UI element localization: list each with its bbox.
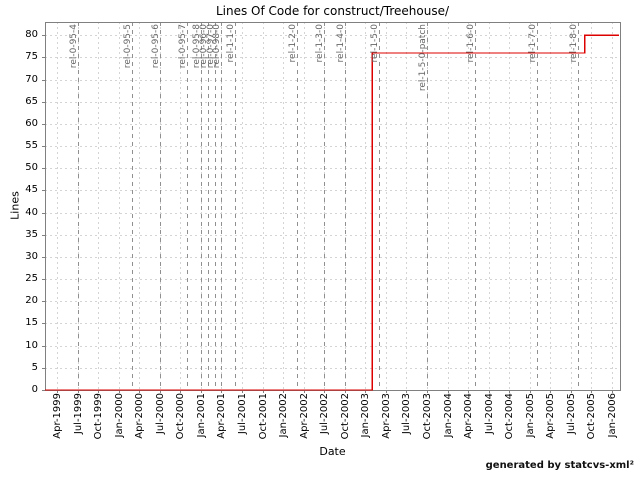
x-tick-label: Jul-2005 [565,393,577,435]
y-tick-label: 55 [25,140,38,152]
y-tick-label: 15 [25,317,38,329]
y-tick-label: 75 [25,51,38,63]
y-tick-label: 20 [25,295,38,307]
release-marker-label: rel-1-4-0 [335,24,346,63]
x-tick-label: Oct-2002 [339,393,351,440]
x-tick-label: Apr-2000 [133,393,145,439]
x-tick-label: Apr-2004 [462,393,474,439]
generator-credit: generated by statcvs-xml² [485,460,634,471]
plot-border [45,22,621,391]
release-marker-label: rel-1-3-0 [314,24,325,63]
y-tick-label: 10 [25,339,38,351]
x-tick-label: Jan-2000 [113,393,125,438]
x-tick-label: Oct-2005 [585,393,597,440]
release-marker-label: rel-1-7-0 [527,24,538,63]
release-marker-label: rel-0-98-0 [211,24,222,69]
x-axis-title: Date [319,445,346,458]
x-tick-label: Jan-2004 [442,393,454,438]
release-marker-label: rel-1-1-0 [225,24,236,63]
x-tick-label: Jul-2004 [483,393,495,435]
x-tick-label: Apr-2005 [544,393,556,439]
y-tick-label: 65 [25,95,38,107]
x-tick-label: Oct-2004 [503,393,515,440]
release-marker-label: rel-1-8-0 [568,24,579,63]
x-tick-label: Oct-1999 [92,393,104,440]
release-marker-label: rel-0-95-4 [68,24,79,69]
x-tick-label: Oct-2003 [421,393,433,440]
x-tick-label: Apr-2001 [215,393,227,439]
release-marker-label: rel-0-95-7 [177,24,188,69]
x-tick-label: Apr-1999 [51,393,63,439]
y-tick-label: 5 [31,361,38,373]
x-tick-label: Jul-2002 [318,393,330,435]
y-tick-label: 80 [25,29,38,41]
x-tick-label: Jul-2001 [236,393,248,435]
chart-title: Lines Of Code for construct/Treehouse/ [215,4,450,18]
x-tick-label: Jul-1999 [72,393,84,435]
release-marker-label: rel-1-5-0-patch [417,24,428,92]
y-tick-label: 40 [25,206,38,218]
x-tick-label: Apr-2003 [380,393,392,439]
x-tick-label: Jan-2005 [524,393,536,438]
x-tick-label: Jan-2003 [359,393,371,438]
release-marker-label: rel-0-95-5 [122,24,133,69]
release-marker-label: rel-1-6-0 [465,24,476,63]
x-tick-label: Oct-2001 [257,393,269,440]
x-tick-label: Jan-2001 [195,393,207,438]
y-tick-label: 35 [25,228,38,240]
x-tick-label: Oct-2000 [174,393,186,440]
x-tick-label: Jan-2006 [606,393,618,438]
x-tick-label: Jul-2003 [400,393,412,435]
y-tick-label: 60 [25,117,38,129]
y-tick-label: 25 [25,273,38,285]
release-marker-label: rel-1-2-0 [287,24,298,63]
x-tick-label: Jul-2000 [154,393,166,435]
y-tick-label: 50 [25,162,38,174]
y-tick-label: 30 [25,250,38,262]
release-marker-label: rel-0-95-6 [150,24,161,69]
loc-series-line [45,34,619,391]
y-tick-label: 45 [25,184,38,196]
release-marker-label: rel-1-5-0 [369,24,380,63]
x-tick-label: Jan-2002 [277,393,289,438]
x-tick-label: Apr-2002 [298,393,310,439]
y-tick-label: 0 [31,384,38,395]
y-tick-label: 70 [25,73,38,85]
